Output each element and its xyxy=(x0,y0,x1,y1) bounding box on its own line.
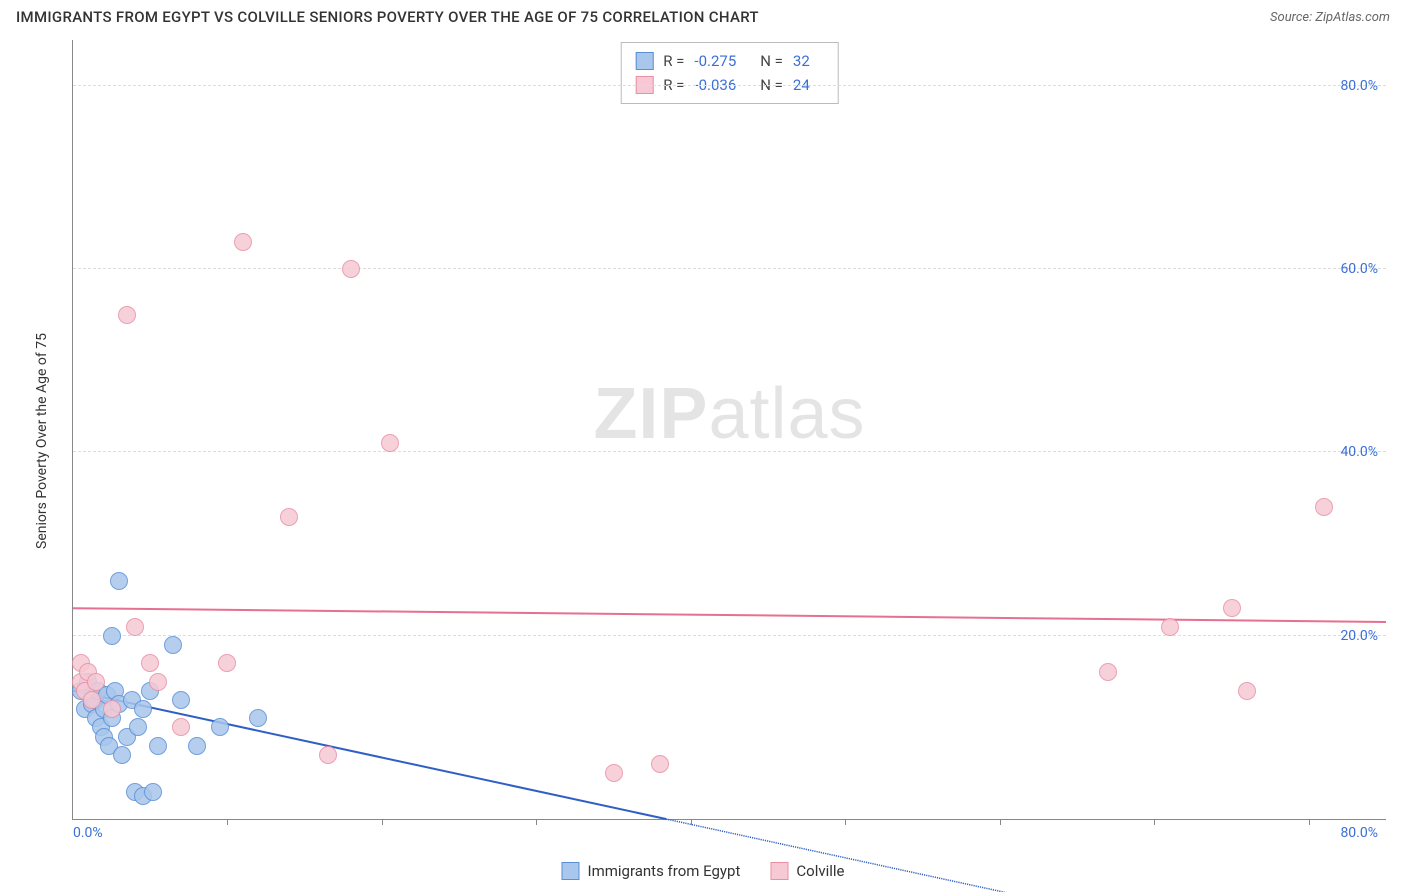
gridline xyxy=(73,85,1386,86)
x-tick xyxy=(1309,819,1310,825)
data-point xyxy=(605,764,623,782)
trend-line xyxy=(73,608,1386,622)
legend-item: Immigrants from Egypt xyxy=(561,862,740,880)
trend-line xyxy=(73,691,666,819)
x-tick xyxy=(536,819,537,825)
data-point xyxy=(113,746,131,764)
data-point xyxy=(280,508,298,526)
data-point xyxy=(1161,618,1179,636)
x-tick xyxy=(227,819,228,825)
data-point xyxy=(218,654,236,672)
data-point xyxy=(172,691,190,709)
data-point xyxy=(149,673,167,691)
data-point xyxy=(164,636,182,654)
data-point xyxy=(103,627,121,645)
data-point xyxy=(118,306,136,324)
y-axis-title: Seniors Poverty Over the Age of 75 xyxy=(34,333,50,549)
stats-legend-box: R = -0.275N = 32R = -0.036N = 24 xyxy=(620,42,839,104)
stat-n-value: 32 xyxy=(793,49,810,73)
x-tick xyxy=(382,819,383,825)
data-point xyxy=(87,673,105,691)
data-point xyxy=(103,700,121,718)
trend-lines xyxy=(73,40,1386,819)
y-tick-label: 40.0% xyxy=(1340,444,1378,460)
data-point xyxy=(234,233,252,251)
x-max-label: 80.0% xyxy=(1340,825,1378,841)
stat-n-label: N = xyxy=(760,49,783,73)
data-point xyxy=(1238,682,1256,700)
data-point xyxy=(126,618,144,636)
chart-title: IMMIGRANTS FROM EGYPT VS COLVILLE SENIOR… xyxy=(16,8,759,26)
stats-row: R = -0.275 N = 32 xyxy=(635,49,824,73)
data-point xyxy=(1223,599,1241,617)
data-point xyxy=(172,718,190,736)
y-tick-label: 20.0% xyxy=(1340,628,1378,644)
data-point xyxy=(141,654,159,672)
data-point xyxy=(1099,663,1117,681)
gridline xyxy=(73,451,1386,452)
x-tick xyxy=(845,819,846,825)
legend-item: Colville xyxy=(770,862,844,880)
legend-swatch xyxy=(561,862,579,880)
legend-swatch xyxy=(770,862,788,880)
data-point xyxy=(342,260,360,278)
legend-label: Colville xyxy=(796,862,844,880)
data-point xyxy=(211,718,229,736)
legend-label: Immigrants from Egypt xyxy=(587,862,740,880)
y-tick-label: 60.0% xyxy=(1340,261,1378,277)
stat-r-label: R = xyxy=(663,49,684,73)
stat-r-value: -0.275 xyxy=(694,49,736,73)
data-point xyxy=(249,709,267,727)
data-point xyxy=(144,783,162,801)
x-tick xyxy=(1154,819,1155,825)
bottom-legend: Immigrants from Egypt Colville xyxy=(561,862,844,880)
gridline xyxy=(73,635,1386,636)
legend-swatch xyxy=(635,52,653,70)
data-point xyxy=(134,700,152,718)
trend-line-dashed xyxy=(666,819,1386,892)
x-tick xyxy=(691,819,692,825)
data-point xyxy=(110,572,128,590)
data-point xyxy=(83,691,101,709)
data-point xyxy=(129,718,147,736)
chart-area: Seniors Poverty Over the Age of 75 ZIPat… xyxy=(50,40,1386,842)
y-tick-label: 80.0% xyxy=(1340,78,1378,94)
data-point xyxy=(381,434,399,452)
data-point xyxy=(149,737,167,755)
x-tick xyxy=(1000,819,1001,825)
plot-region: ZIPatlas R = -0.275N = 32R = -0.036N = 2… xyxy=(72,40,1386,820)
x-origin-label: 0.0% xyxy=(73,825,103,841)
gridline xyxy=(73,268,1386,269)
data-point xyxy=(319,746,337,764)
data-point xyxy=(188,737,206,755)
data-point xyxy=(1315,498,1333,516)
data-point xyxy=(651,755,669,773)
source-label: Source: ZipAtlas.com xyxy=(1270,10,1390,25)
